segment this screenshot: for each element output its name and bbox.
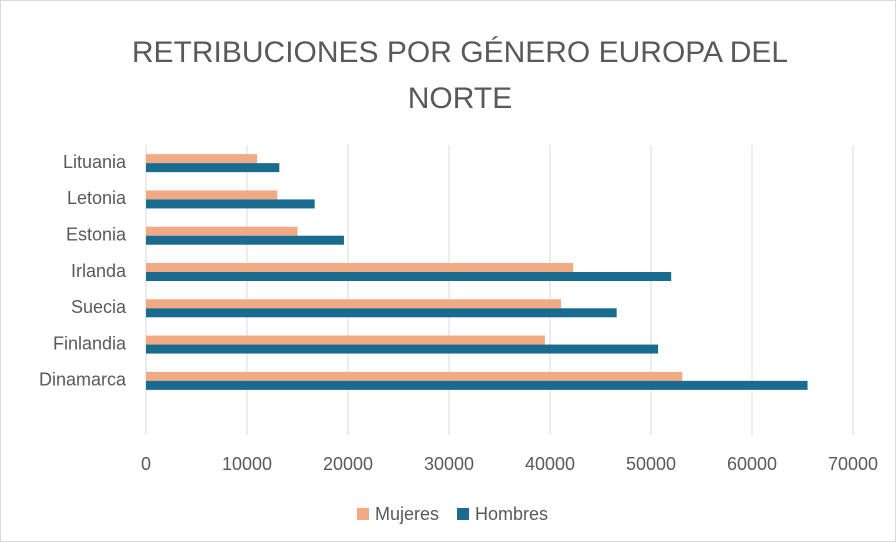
x-tick-label: 10000 <box>222 454 272 474</box>
bar <box>146 299 562 309</box>
y-tick-label: Irlanda <box>71 261 127 281</box>
y-tick-label: Finlandia <box>53 333 127 353</box>
x-tick-label: 60000 <box>727 454 777 474</box>
legend-label: Hombres <box>475 504 548 524</box>
bar <box>146 272 672 281</box>
bar <box>146 371 683 381</box>
x-tick-label: 0 <box>141 454 151 474</box>
x-tick-label: 30000 <box>424 454 474 474</box>
bar <box>146 163 280 173</box>
y-tick-label: Suecia <box>71 297 127 317</box>
legend-label: Mujeres <box>375 504 439 524</box>
y-tick-label: Estonia <box>66 224 127 244</box>
y-tick-label: Letonia <box>67 188 127 208</box>
x-tick-label: 70000 <box>828 454 878 474</box>
legend-swatch <box>357 508 369 520</box>
x-tick-label: 40000 <box>525 454 575 474</box>
bar <box>146 226 298 236</box>
bar <box>146 263 574 272</box>
y-tick-label: Lituania <box>63 152 127 172</box>
bar <box>146 308 617 318</box>
bar <box>146 380 808 390</box>
legend-swatch <box>457 508 470 520</box>
x-tick-label: 50000 <box>626 454 676 474</box>
chart-title: RETRIBUCIONES POR GÉNERO EUROPA DEL NORT… <box>131 36 789 115</box>
y-tick-label: Dinamarca <box>39 370 127 390</box>
x-tick-label: 20000 <box>323 454 373 474</box>
bar <box>146 235 344 245</box>
bar <box>146 335 545 345</box>
bar <box>146 344 659 354</box>
bar <box>146 199 315 209</box>
bar <box>146 154 258 164</box>
bar <box>146 190 278 200</box>
